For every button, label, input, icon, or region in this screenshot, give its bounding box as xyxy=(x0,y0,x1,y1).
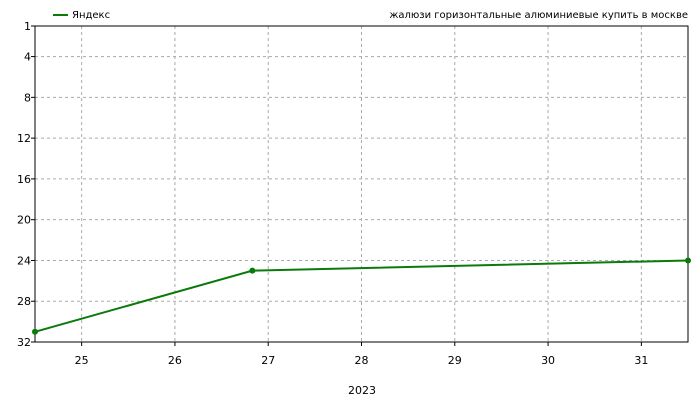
y-axis-ticks: 1 4 8 12 16 20 24 28 32 xyxy=(17,20,35,349)
y-tick-label: 32 xyxy=(17,336,31,349)
x-axis-ticks: 25 26 27 28 29 30 31 xyxy=(75,342,648,367)
x-tick-label: 25 xyxy=(75,354,89,367)
x-tick-label: 29 xyxy=(448,354,462,367)
data-point xyxy=(685,257,691,264)
x-tick-label: 30 xyxy=(541,354,555,367)
series-group xyxy=(32,257,691,335)
query-label: жалюзи горизонтальные алюминиевые купить… xyxy=(389,10,688,21)
data-point xyxy=(32,328,38,335)
grid xyxy=(35,25,688,343)
x-axis-label: 2023 xyxy=(348,384,376,397)
x-tick-label: 26 xyxy=(168,354,182,367)
x-tick-label: 28 xyxy=(355,354,369,367)
x-tick-label: 27 xyxy=(261,354,275,367)
y-tick-label: 28 xyxy=(17,295,31,308)
y-tick-label: 16 xyxy=(17,173,31,186)
y-tick-label: 1 xyxy=(24,20,31,33)
y-tick-label: 12 xyxy=(17,132,31,145)
y-tick-label: 8 xyxy=(24,91,31,104)
legend-label: Яндекс xyxy=(72,10,110,21)
data-point xyxy=(249,267,256,274)
y-tick-label: 24 xyxy=(17,254,31,267)
y-tick-label: 4 xyxy=(24,51,31,64)
legend: Яндекс xyxy=(53,10,110,21)
x-tick-label: 31 xyxy=(634,354,648,367)
y-tick-label: 20 xyxy=(17,214,31,227)
